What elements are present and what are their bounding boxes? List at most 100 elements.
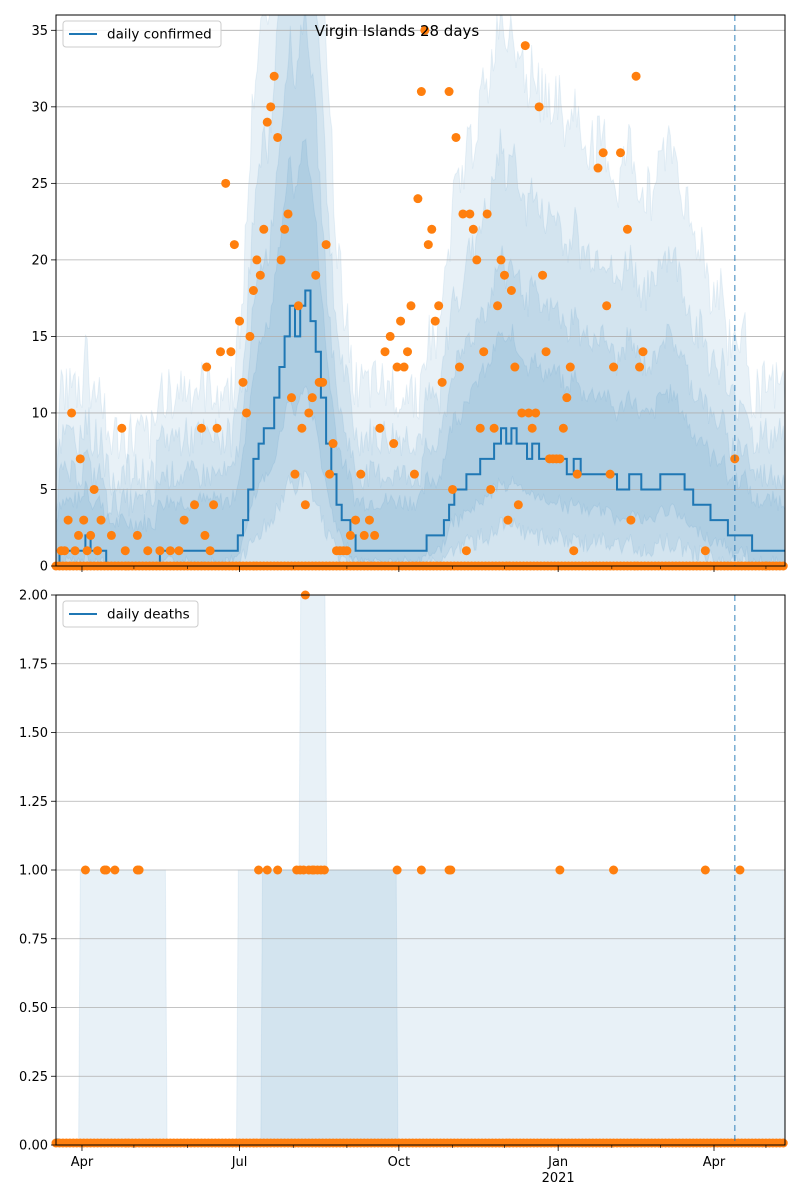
- deaths-legend-label: daily deaths: [107, 607, 190, 623]
- confirmed-data-point: [534, 102, 544, 112]
- deaths-panel: 0.00 0.25 0.50 0.75 1.00 1.25 1.50 1.75 2.00 Apr…: [19, 589, 788, 1186]
- confirmed-data-point: [293, 301, 303, 311]
- deaths-y-tick-label: 0.75: [19, 932, 48, 947]
- confirmed-data-point: [190, 500, 200, 510]
- x-tick-sublabel: 2021: [542, 1171, 575, 1186]
- confirmed-data-point: [216, 347, 226, 357]
- deaths-data-point: [392, 865, 402, 875]
- deaths-legend: daily deaths: [62, 600, 199, 628]
- deaths-y-tick-label: 1.25: [19, 795, 48, 810]
- confirmed-data-point: [598, 148, 608, 158]
- confirmed-data-point: [196, 423, 206, 433]
- confirmed-data-point: [259, 224, 269, 234]
- confirmed-data-point: [565, 362, 575, 372]
- confirmed-data-point: [202, 362, 212, 372]
- confirmed-data-point: [524, 408, 534, 418]
- confirmed-data-point: [70, 546, 80, 556]
- confirmed-y-tick-label: 15: [31, 330, 48, 345]
- confirmed-data-point: [86, 530, 96, 540]
- deaths-data-point: [319, 865, 329, 875]
- confirmed-data-point: [558, 423, 568, 433]
- confirmed-data-point: [318, 377, 328, 387]
- deaths-data-point: [609, 865, 619, 875]
- confirmed-data-point: [461, 546, 471, 556]
- confirmed-data-point: [626, 515, 636, 525]
- confirmed-data-point: [385, 331, 395, 341]
- confirmed-data-point: [297, 423, 307, 433]
- confirmed-data-point: [255, 270, 265, 280]
- x-tick-label: Apr: [703, 1155, 726, 1170]
- confirmed-data-point: [75, 454, 85, 464]
- confirmed-legend: daily confirmed: [62, 20, 222, 48]
- confirmed-data-point: [562, 393, 572, 403]
- confirmed-data-point: [132, 530, 142, 540]
- deaths-y-tick-label: 1.75: [19, 657, 48, 672]
- confirmed-data-point: [593, 163, 603, 173]
- confirmed-data-point: [420, 25, 430, 35]
- confirmed-data-point: [342, 546, 352, 556]
- confirmed-data-point: [403, 347, 413, 357]
- confirmed-data-point: [200, 530, 210, 540]
- deaths-data-point: [80, 865, 90, 875]
- confirmed-data-point: [380, 347, 390, 357]
- deaths-y-tick-label: 1.50: [19, 726, 48, 741]
- confirmed-data-point: [538, 270, 548, 280]
- confirmed-data-point: [430, 316, 440, 326]
- confirmed-data-point: [510, 362, 520, 372]
- confirmed-data-point: [356, 469, 366, 479]
- confirmed-data-point: [252, 255, 262, 265]
- confirmed-data-point: [489, 423, 499, 433]
- confirmed-data-point: [531, 408, 541, 418]
- confirmed-data-point: [506, 286, 516, 295]
- confirmed-band-0: [56, 138, 785, 566]
- confirmed-data-point: [370, 530, 380, 540]
- confirmed-data-point: [117, 423, 127, 433]
- confirmed-data-point: [416, 87, 426, 97]
- confirmed-data-point: [472, 255, 482, 265]
- confirmed-y-tick-label: 30: [31, 100, 48, 115]
- confirmed-data-point: [635, 362, 645, 372]
- x-tick-label: Jul: [231, 1155, 248, 1170]
- confirmed-data-point: [527, 423, 537, 433]
- deaths-data-point: [446, 865, 456, 875]
- confirmed-y-tick-label: 0: [40, 560, 48, 575]
- deaths-y-tick-label: 0.00: [19, 1139, 48, 1154]
- confirmed-data-point: [307, 393, 317, 403]
- confirmed-data-point: [280, 224, 290, 234]
- confirmed-data-point: [427, 224, 437, 234]
- x-tick-label: Jan: [547, 1155, 568, 1170]
- confirmed-y-tick-label: 10: [31, 406, 48, 421]
- confirmed-data-point: [286, 393, 296, 403]
- confirmed-legend-label: daily confirmed: [107, 27, 212, 43]
- confirmed-data-point: [304, 408, 314, 418]
- deaths-data-point: [262, 865, 272, 875]
- confirmed-data-point: [444, 87, 454, 97]
- confirmed-data-point: [248, 286, 258, 295]
- confirmed-data-point: [638, 347, 648, 357]
- confirmed-data-point: [209, 500, 219, 510]
- confirmed-data-point: [283, 209, 293, 219]
- confirmed-data-point: [572, 469, 582, 479]
- confirmed-data-point: [451, 132, 461, 142]
- confirmed-data-point: [406, 301, 416, 311]
- confirmed-data-point: [67, 408, 77, 418]
- confirmed-data-point: [503, 515, 513, 525]
- confirmed-data-point: [458, 209, 468, 219]
- deaths-data-point: [134, 865, 144, 875]
- confirmed-data-point: [541, 347, 551, 357]
- confirmed-data-point: [79, 515, 89, 525]
- confirmed-y-tick-label: 20: [31, 253, 48, 268]
- confirmed-data-point: [300, 500, 310, 510]
- confirmed-data-point: [475, 423, 485, 433]
- confirmed-data-point: [179, 515, 189, 525]
- deaths-y-tick-label: 0.25: [19, 1070, 48, 1085]
- confirmed-y-tick-label: 5: [40, 483, 48, 498]
- confirmed-data-point: [602, 301, 612, 311]
- confirmed-data-point: [364, 515, 374, 525]
- confirmed-data-point: [89, 484, 99, 494]
- deaths-data-point: [254, 865, 264, 875]
- deaths-data-point: [555, 865, 565, 875]
- confirmed-legend-box: [62, 20, 222, 48]
